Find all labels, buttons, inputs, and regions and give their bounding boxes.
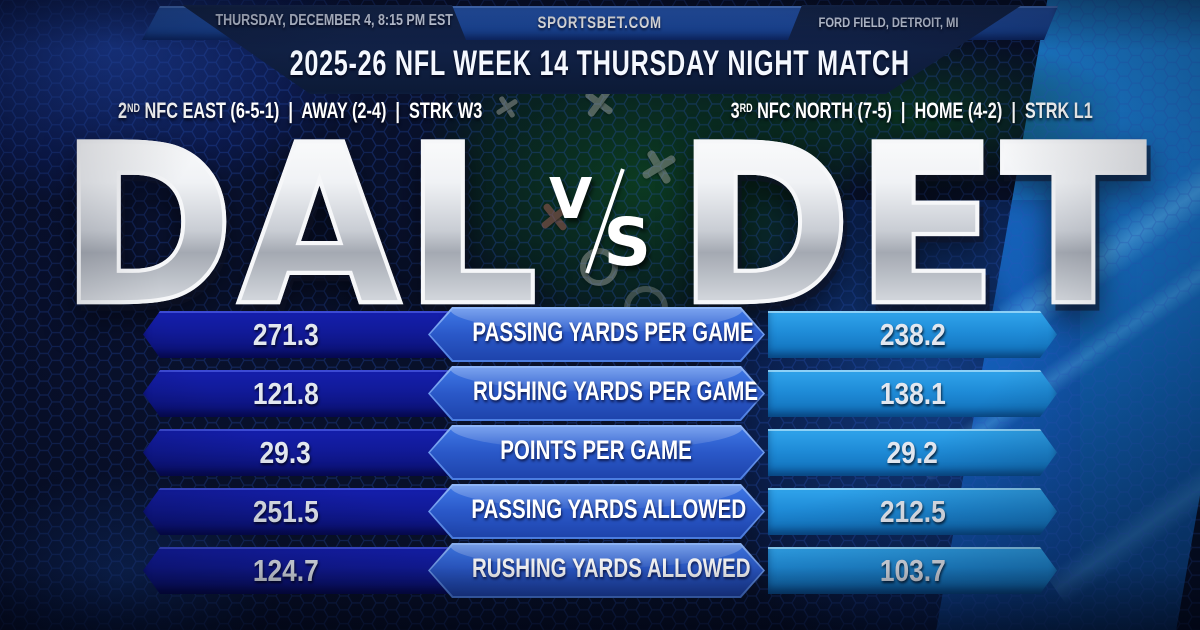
stat-label: PASSING YARDS ALLOWED — [428, 484, 765, 535]
stat-label-plate: RUSHING YARDS ALLOWED — [428, 543, 765, 598]
home-team-name: DET — [652, 113, 1172, 338]
stat-label-text: RUSHING YARDS ALLOWED — [471, 553, 751, 583]
away-team-name: DAL — [40, 113, 560, 338]
away-stat-value-text: 121.8 — [252, 376, 319, 411]
stat-label: RUSHING YARDS PER GAME — [428, 366, 765, 417]
stat-label-plate: RUSHING YARDS PER GAME — [428, 366, 765, 421]
vs-v: V — [549, 167, 593, 232]
home-stat-value: 238.2 — [768, 311, 1057, 358]
home-stat-value-text: 103.7 — [879, 553, 946, 588]
home-stat-value: 29.2 — [768, 429, 1057, 476]
stat-label-plate: PASSING YARDS ALLOWED — [428, 484, 765, 539]
home-stat-value: 138.1 — [768, 370, 1057, 417]
away-stat-value: 121.8 — [143, 370, 428, 417]
game-datetime-text: THURSDAY, DECEMBER 4, 8:15 PM EST — [215, 12, 453, 29]
away-stat-value: 29.3 — [143, 429, 428, 476]
match-title-text: 2025-26 NFL WEEK 14 THURSDAY NIGHT MATCH — [289, 44, 911, 83]
stats-table: 271.3 PASSING YARDS PER GAME 238.2 121.8… — [143, 311, 1057, 606]
stat-label-text: RUSHING YARDS PER GAME — [473, 376, 759, 406]
venue: FORD FIELD, DETROIT, MI — [786, 14, 1026, 30]
stat-label-text: PASSING YARDS PER GAME — [472, 317, 754, 347]
match-title: 2025-26 NFL WEEK 14 THURSDAY NIGHT MATCH — [0, 44, 1200, 84]
stat-row: 251.5 PASSING YARDS ALLOWED 212.5 — [143, 488, 1057, 535]
stat-label: PASSING YARDS PER GAME — [428, 307, 765, 358]
away-stat-value: 271.3 — [143, 311, 428, 358]
stat-label-text: PASSING YARDS ALLOWED — [471, 494, 747, 524]
away-stat-value-text: 124.7 — [252, 553, 319, 588]
stat-label-text: POINTS PER GAME — [500, 435, 693, 465]
stat-row: 271.3 PASSING YARDS PER GAME 238.2 — [143, 311, 1057, 358]
vs-badge: V S — [545, 166, 665, 278]
stat-label: POINTS PER GAME — [428, 425, 765, 476]
stat-label-plate: PASSING YARDS PER GAME — [428, 307, 765, 362]
stat-row: 124.7 RUSHING YARDS ALLOWED 103.7 — [143, 547, 1057, 594]
away-stat-value: 124.7 — [143, 547, 428, 594]
home-stat-value-text: 29.2 — [886, 435, 939, 470]
stat-label: RUSHING YARDS ALLOWED — [428, 543, 765, 594]
home-stat-value: 212.5 — [768, 488, 1057, 535]
game-datetime: THURSDAY, DECEMBER 4, 8:15 PM EST — [182, 12, 458, 30]
away-stat-value-text: 271.3 — [252, 317, 319, 352]
home-stat-value: 103.7 — [768, 547, 1057, 594]
away-stat-value-text: 251.5 — [252, 494, 319, 529]
stat-label-plate: POINTS PER GAME — [428, 425, 765, 480]
away-stat-value: 251.5 — [143, 488, 428, 535]
home-stat-value-text: 212.5 — [879, 494, 946, 529]
stat-row: 121.8 RUSHING YARDS PER GAME 138.1 — [143, 370, 1057, 417]
site-name-text: SPORTSBET.COM — [537, 13, 663, 32]
away-stat-value-text: 29.3 — [259, 435, 312, 470]
stat-row: 29.3 POINTS PER GAME 29.2 — [143, 429, 1057, 476]
home-stat-value-text: 238.2 — [879, 317, 946, 352]
venue-text: FORD FIELD, DETROIT, MI — [818, 14, 958, 30]
home-stat-value-text: 138.1 — [879, 376, 946, 411]
vs-s: S — [603, 204, 651, 281]
